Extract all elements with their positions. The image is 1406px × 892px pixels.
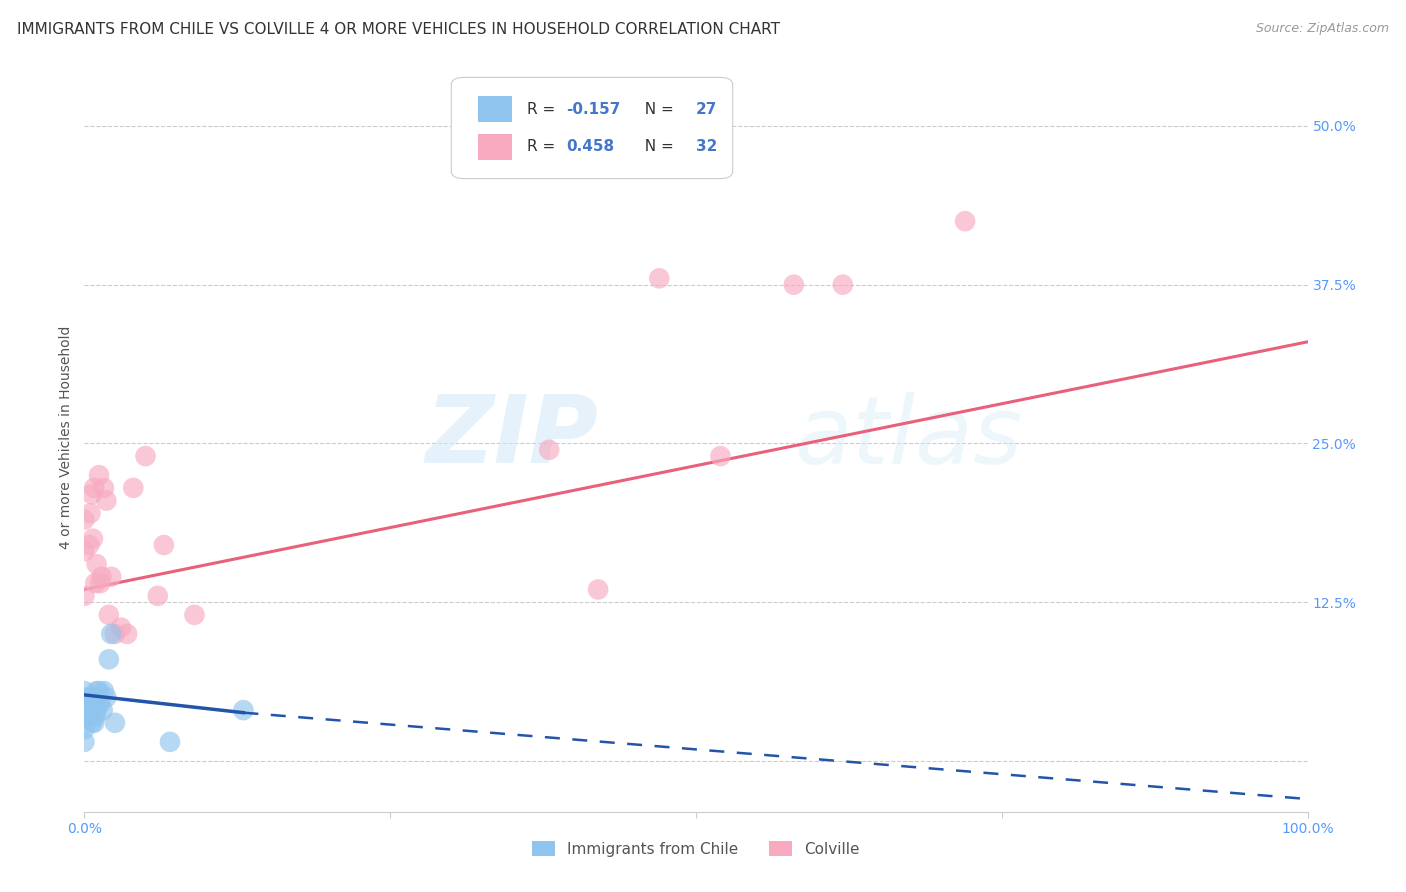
Point: [87, 684, 110, 698]
Point: [80, 487, 103, 501]
Point: [87, 468, 110, 483]
Point: [79, 703, 101, 717]
Point: [90, 570, 112, 584]
Point: [91, 703, 114, 717]
Point: [89, 576, 111, 591]
Point: [73, 735, 96, 749]
Text: IMMIGRANTS FROM CHILE VS COLVILLE 4 OR MORE VEHICLES IN HOUSEHOLD CORRELATION CH: IMMIGRANTS FROM CHILE VS COLVILLE 4 OR M…: [17, 22, 780, 37]
Point: [82, 690, 104, 705]
Point: [73, 513, 96, 527]
Point: [183, 607, 205, 622]
Point: [83, 703, 105, 717]
FancyBboxPatch shape: [478, 96, 513, 122]
Point: [73, 703, 96, 717]
Point: [586, 582, 609, 597]
Legend: Immigrants from Chile, Colville: Immigrants from Chile, Colville: [533, 840, 859, 856]
Point: [84, 576, 107, 591]
Point: [96, 690, 118, 705]
Text: 0.458: 0.458: [567, 139, 614, 154]
Point: [79, 690, 101, 705]
Point: [73, 544, 96, 558]
FancyBboxPatch shape: [478, 134, 513, 160]
Point: [97, 607, 120, 622]
Point: [77, 697, 100, 711]
Point: [648, 271, 671, 285]
Point: [73, 589, 96, 603]
Text: ZIP: ZIP: [425, 391, 598, 483]
Point: [115, 627, 138, 641]
Point: [86, 684, 108, 698]
Point: [93, 481, 115, 495]
Point: [83, 715, 105, 730]
Text: R =: R =: [527, 102, 560, 117]
Point: [232, 703, 254, 717]
Point: [80, 715, 103, 730]
Point: [953, 214, 976, 228]
Point: [97, 652, 120, 666]
Point: [110, 621, 132, 635]
Point: [79, 506, 101, 520]
Point: [84, 709, 107, 723]
Point: [104, 715, 127, 730]
Point: [146, 589, 169, 603]
Point: [77, 709, 100, 723]
Text: R =: R =: [527, 139, 560, 154]
Text: -0.157: -0.157: [567, 102, 620, 117]
Point: [153, 538, 176, 552]
Point: [831, 277, 853, 292]
Text: 32: 32: [696, 139, 717, 154]
Point: [77, 538, 100, 552]
Text: N =: N =: [636, 102, 679, 117]
Point: [783, 277, 806, 292]
Point: [73, 684, 96, 698]
Point: [96, 493, 118, 508]
Point: [83, 481, 105, 495]
Text: atlas: atlas: [794, 392, 1022, 483]
Point: [73, 709, 96, 723]
Point: [104, 627, 127, 641]
Point: [159, 735, 181, 749]
Point: [86, 703, 108, 717]
Point: [73, 690, 96, 705]
Point: [89, 697, 111, 711]
Point: [709, 449, 731, 463]
Point: [135, 449, 157, 463]
Y-axis label: 4 or more Vehicles in Household: 4 or more Vehicles in Household: [59, 326, 73, 549]
Point: [538, 442, 561, 457]
Text: N =: N =: [636, 139, 679, 154]
Point: [100, 570, 122, 584]
Point: [86, 557, 108, 571]
Point: [93, 684, 115, 698]
Point: [82, 532, 104, 546]
Point: [73, 722, 96, 736]
Point: [100, 627, 122, 641]
Text: Source: ZipAtlas.com: Source: ZipAtlas.com: [1256, 22, 1389, 36]
Point: [122, 481, 145, 495]
FancyBboxPatch shape: [451, 78, 733, 178]
Text: 27: 27: [696, 102, 717, 117]
